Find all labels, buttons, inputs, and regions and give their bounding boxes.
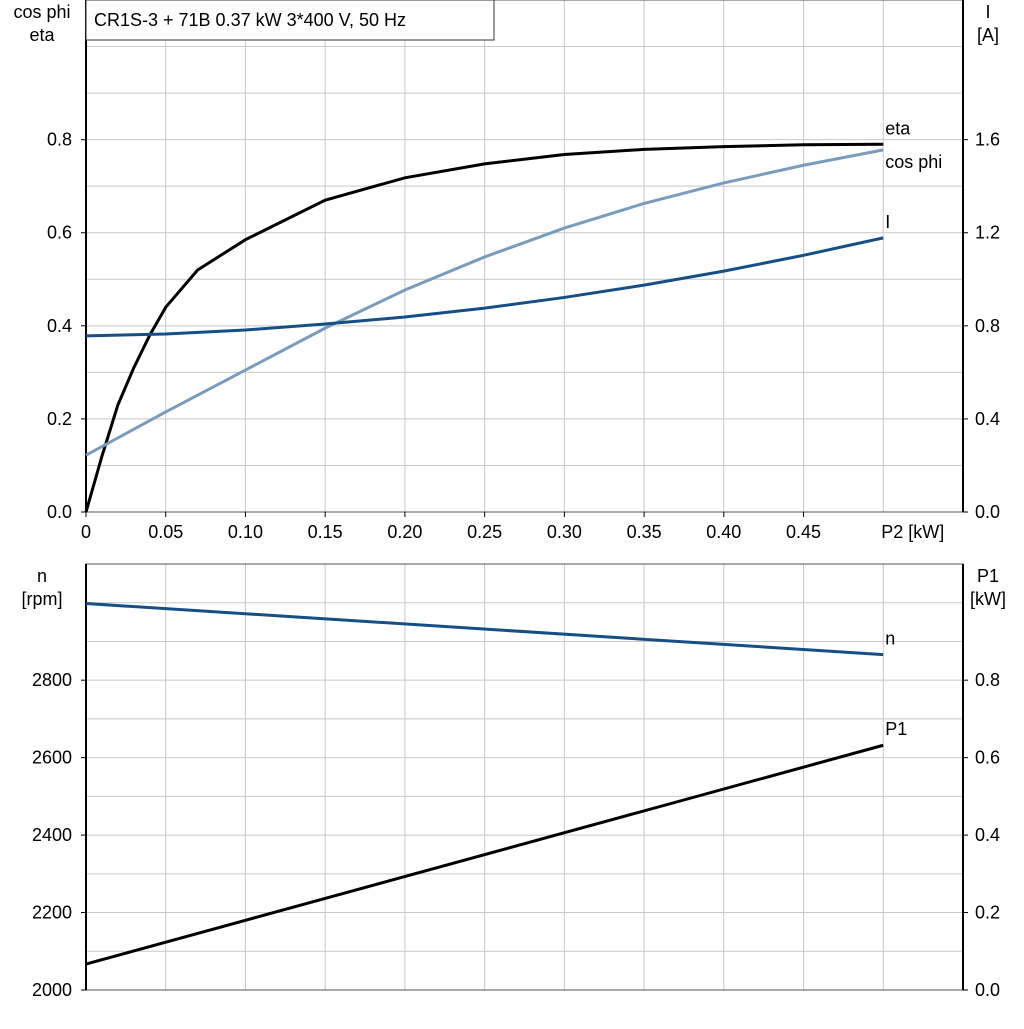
x-tick-label: 0.40 bbox=[706, 522, 741, 542]
x-axis-label: P2 [kW] bbox=[881, 522, 944, 542]
series-label-I: I bbox=[885, 212, 890, 232]
y-tick-label-right: 1.2 bbox=[975, 223, 1000, 243]
top-plot: 0.0 0.2 0.4 0.6 0.8 0.0 0.4 0.8 1.2 1.6 0 0.05 0.10 0… bbox=[13, 0, 1000, 542]
y-tick-label-left: 2400 bbox=[32, 825, 72, 845]
x-tick-label: 0.45 bbox=[786, 522, 821, 542]
y-tick-label-right: 0.8 bbox=[975, 316, 1000, 336]
left-axis-label: n bbox=[37, 566, 47, 586]
plot-frame bbox=[85, 563, 964, 991]
x-tick-label: 0.10 bbox=[228, 522, 263, 542]
x-tick-label: 0.30 bbox=[547, 522, 582, 542]
title-box: CR1S-3 + 71B 0.37 kW 3*400 V, 50 Hz bbox=[85, 0, 495, 41]
bottom-plot: 2000 2200 2400 2600 2800 0.0 0.2 0.4 0.6 0.8 n [rpm… bbox=[21, 563, 1006, 1000]
series-label-eta: eta bbox=[885, 118, 911, 138]
series-line-eta bbox=[84, 142, 884, 513]
y-tick-label-left: 2800 bbox=[32, 670, 72, 690]
right-axis-label: [kW] bbox=[970, 589, 1006, 609]
y-tick-label-left: 0.0 bbox=[47, 502, 72, 522]
y-tick-label-right: 0.6 bbox=[975, 748, 1000, 768]
right-axis-label: [A] bbox=[977, 25, 999, 45]
y-tick-label-right: 0.4 bbox=[975, 409, 1000, 429]
series-label-n: n bbox=[885, 629, 895, 649]
left-axis-label: [rpm] bbox=[21, 589, 62, 609]
left-axis-label: cos phi bbox=[13, 2, 70, 22]
x-tick-label: 0.35 bbox=[627, 522, 662, 542]
y-tick-label-right: 0.0 bbox=[975, 980, 1000, 1000]
y-tick-label-left: 0.6 bbox=[47, 223, 72, 243]
series-label-P1: P1 bbox=[885, 719, 907, 739]
series-label-cos-phi: cos phi bbox=[885, 152, 942, 172]
series-line-cos-phi bbox=[85, 148, 884, 457]
y-tick-label-left: 2200 bbox=[32, 903, 72, 923]
y-tick-label-right: 0.4 bbox=[975, 825, 1000, 845]
y-tick-label-left: 0.4 bbox=[47, 316, 72, 336]
y-tick-label-right: 1.6 bbox=[975, 130, 1000, 150]
series-line-P1 bbox=[85, 743, 884, 966]
series-line-I bbox=[85, 236, 884, 338]
y-tick-label-left: 2000 bbox=[32, 980, 72, 1000]
y-tick-label-left: 2600 bbox=[32, 748, 72, 768]
x-tick-label: 0 bbox=[81, 522, 91, 542]
right-axis-label: P1 bbox=[977, 566, 999, 586]
y-tick-label-left: 0.8 bbox=[47, 130, 72, 150]
x-tick-label: 0.05 bbox=[148, 522, 183, 542]
x-tick-label: 0.25 bbox=[467, 522, 502, 542]
y-tick-label-left: 0.2 bbox=[47, 409, 72, 429]
right-axis-label: I bbox=[985, 2, 990, 22]
y-tick-label-right: 0.0 bbox=[975, 502, 1000, 522]
chart-title: CR1S-3 + 71B 0.37 kW 3*400 V, 50 Hz bbox=[94, 10, 406, 30]
series-line-n bbox=[85, 602, 884, 657]
x-tick-label: 0.15 bbox=[308, 522, 343, 542]
y-tick-label-right: 0.2 bbox=[975, 903, 1000, 923]
y-tick-label-right: 0.8 bbox=[975, 670, 1000, 690]
x-tick-label: 0.20 bbox=[387, 522, 422, 542]
left-axis-label: eta bbox=[29, 25, 55, 45]
